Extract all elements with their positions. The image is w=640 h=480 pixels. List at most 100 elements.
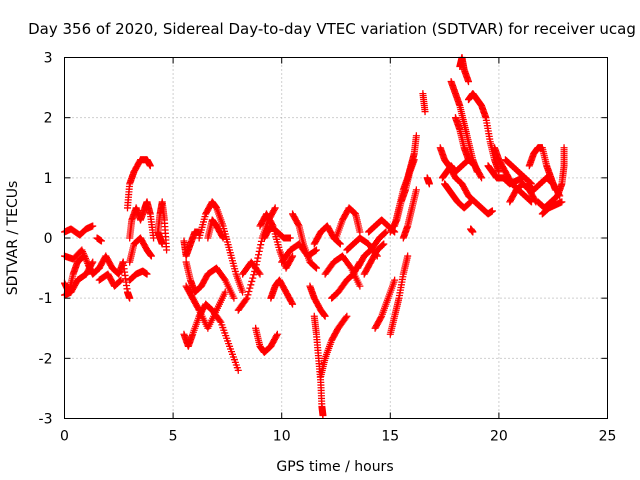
data-point [381,229,389,237]
data-point [560,144,568,152]
data-point [286,234,294,242]
data-point [312,263,320,271]
data-point [88,259,96,267]
data-point [421,108,429,116]
data-point [219,234,227,242]
data-point [477,172,485,180]
data-point [404,252,412,260]
axis-ticks [64,57,608,419]
y-tick-labels: -3 -2 -1 0 1 2 3 [39,51,53,428]
data-point [147,252,155,260]
data-point [255,247,263,255]
data-point [273,332,281,340]
data-point [336,239,344,247]
data-point [216,317,224,325]
data-point [335,239,343,247]
data-point [126,294,134,302]
data-point [163,246,171,254]
chart-title: Day 356 of 2020, Sidereal Day-to-day VTE… [28,20,636,38]
data-point [117,276,125,284]
data-point [379,241,387,249]
data-point [378,241,386,249]
y-tick-label: 0 [44,231,53,247]
data-point [288,299,296,307]
data-point [467,198,475,206]
data-point [425,180,433,188]
data-point [150,234,158,242]
data-point [243,294,251,302]
data-point [392,217,400,225]
data-point [273,330,281,338]
data-point [558,198,566,206]
data-point [230,294,238,302]
y-tick-label: 2 [44,111,53,127]
data-point [469,228,477,236]
data-point [257,241,265,249]
x-tick-label: 15 [381,429,399,445]
data-point [146,162,154,170]
data-point [242,296,250,304]
y-tick-label: 1 [44,171,53,187]
data-point [254,254,262,262]
y-tick-label: -1 [39,291,53,307]
x-tick-labels: 0 5 10 15 20 25 [60,429,616,445]
x-tick-label: 0 [60,429,69,445]
data-point [143,270,151,278]
data-point [247,281,255,289]
data-point [218,233,226,241]
data-point [89,222,97,230]
data-point [239,288,247,296]
data-point [380,240,388,248]
data-point [473,168,481,176]
data-point [412,186,420,194]
data-point [377,314,385,322]
data-point [356,228,364,236]
data-point [246,284,254,292]
data-point [79,253,87,261]
x-tick-label: 10 [273,429,291,445]
x-tick-label: 20 [490,429,508,445]
data-point [319,411,327,419]
y-axis-label: SDTVAR / TECUs [5,181,21,296]
data-point [336,240,344,248]
data-point [311,263,319,271]
data-point [288,253,296,261]
data-point [253,257,261,265]
x-tick-label: 5 [169,429,178,445]
y-tick-label: -3 [39,412,53,428]
data-point [356,282,364,290]
data-point [221,288,229,296]
data-point [116,277,124,285]
data-point [495,168,503,176]
x-axis-label: GPS time / hours [276,459,393,475]
data-point [270,205,278,213]
data-points [61,54,568,419]
data-point [488,207,496,215]
data-point [250,271,258,279]
data-point [256,270,264,278]
data-point [312,246,320,254]
data-point [391,276,399,284]
data-point [80,252,88,260]
data-point [321,312,329,320]
y-tick-label: -2 [39,351,53,367]
data-point [478,174,486,182]
data-point [268,221,276,229]
data-point [289,252,297,260]
data-point [79,253,87,261]
data-point [343,312,351,320]
data-point [342,314,350,322]
data-point [116,277,124,285]
data-point [465,199,473,207]
data-point [294,221,302,229]
data-point [245,287,253,295]
data-point [78,246,86,254]
data-point [464,156,472,164]
data-point [464,78,472,86]
data-point [249,274,257,282]
data-point [466,199,474,207]
data-point [89,258,97,266]
data-point [410,156,418,164]
data-point [97,237,105,245]
